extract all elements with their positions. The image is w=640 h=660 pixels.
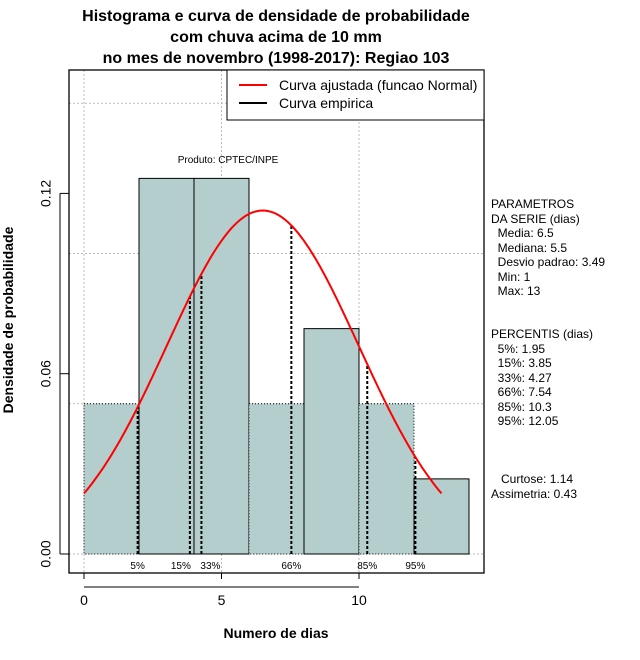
- percentile-label: 33%: [200, 561, 220, 572]
- legend-box: [226, 69, 485, 121]
- y-tick-label: 0.00: [38, 540, 54, 567]
- x-tick-label: 5: [218, 592, 226, 608]
- product-annotation: Produto: CPTEC/INPE: [178, 155, 279, 166]
- percentile-label: 15%: [171, 561, 191, 572]
- x-tick-label: 0: [80, 592, 88, 608]
- shape-stats: Curtose: 1.14 Assimetria: 0.43: [491, 472, 578, 501]
- percentile-label: 95%: [405, 561, 425, 572]
- histogram-bar: [83, 403, 140, 555]
- series-parameters: PARAMETROS DA SERIE (dias) Media: 6.5 Me…: [491, 197, 606, 298]
- chart-title-line: Histograma e curva de densidade de proba…: [82, 8, 470, 25]
- y-tick-label: 0.06: [38, 360, 54, 387]
- y-tick-label: 0.12: [38, 180, 54, 207]
- chart-title-line: com chuva acima de 10 mm: [170, 29, 382, 46]
- legend-label: Curva empirica: [279, 95, 373, 111]
- percentile-label: 66%: [281, 561, 301, 572]
- histogram-bar: [303, 328, 360, 555]
- histogram-bar: [248, 403, 305, 555]
- x-axis-label: Numero de dias: [223, 625, 328, 641]
- x-tick-label: 10: [351, 592, 367, 608]
- percentile-label: 85%: [357, 561, 377, 572]
- chart-title-line: no mes de novembro (1998-2017): Regiao 1…: [103, 50, 450, 67]
- percentiles-panel: PERCENTIS (dias) 5%: 1.95 15%: 3.85 33%:…: [491, 327, 594, 428]
- y-axis-label: Densidade de probabilidade: [0, 226, 16, 413]
- percentile-label: 5%: [130, 561, 145, 572]
- normal-curve: [83, 209, 443, 495]
- histogram-bar: [413, 478, 470, 555]
- histogram-bar: [138, 177, 195, 555]
- legend-label: Curva ajustada (funcao Normal): [279, 77, 477, 93]
